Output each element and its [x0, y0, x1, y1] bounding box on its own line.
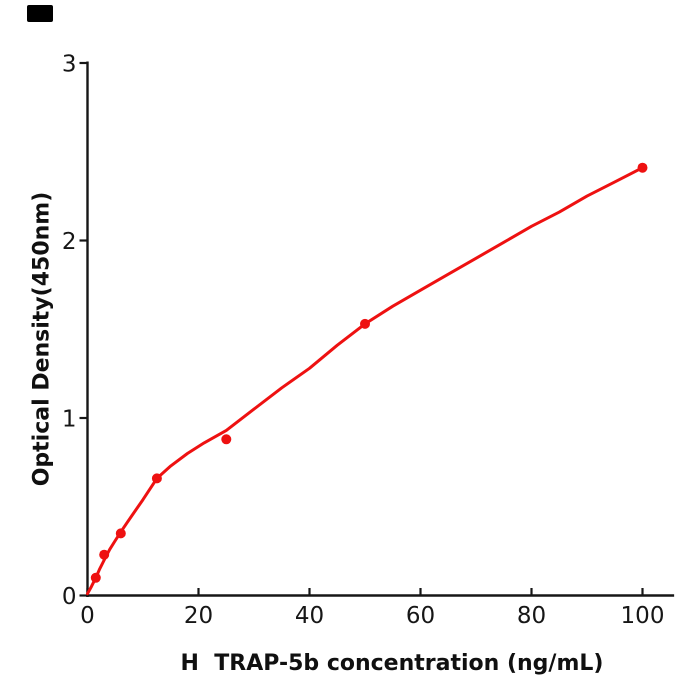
data-point — [115, 528, 126, 539]
x-axis-title: H TRAP-5b concentration (ng/mL) — [180, 651, 604, 676]
fit-curve — [86, 166, 644, 596]
data-point — [99, 549, 110, 560]
x-tick-label: 100 — [621, 603, 665, 629]
data-point — [90, 572, 101, 583]
y-axis-title: Optical Density(450nm) — [29, 191, 55, 487]
x-tick-label: 80 — [517, 603, 546, 629]
x-tick-label: 0 — [80, 603, 95, 629]
y-tick-label: 3 — [62, 52, 77, 78]
x-tick-label: 40 — [295, 603, 324, 629]
data-point — [637, 162, 648, 173]
x-tick-label: 60 — [406, 603, 435, 629]
y-tick-label: 1 — [62, 407, 77, 433]
data-point — [221, 434, 232, 445]
y-tick-label: 0 — [62, 584, 77, 610]
x-tick-label: 20 — [184, 603, 213, 629]
corner-mark — [27, 5, 53, 22]
data-point — [360, 318, 370, 329]
y-tick-label: 2 — [62, 229, 77, 255]
data-point — [151, 473, 162, 484]
